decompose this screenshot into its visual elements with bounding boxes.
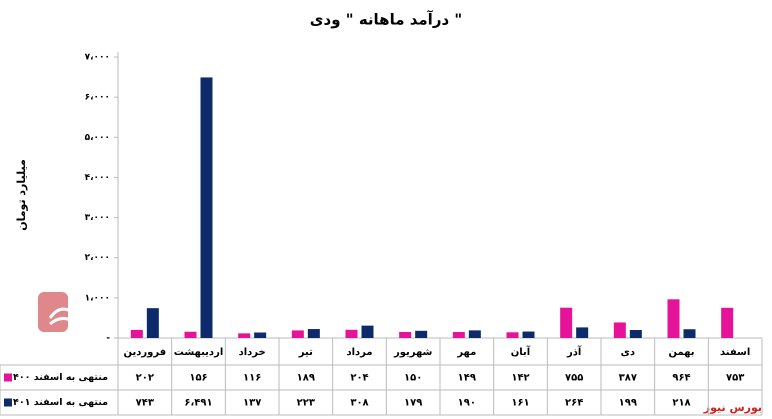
x-tick-label: تیر [298,347,313,358]
x-tick-label: دی [621,347,635,358]
bar [130,329,143,338]
x-tick-label: فروردین [124,347,167,358]
bar [629,330,642,338]
legend-swatch [4,398,12,407]
bar [415,330,428,338]
source-label: بورس نیوز [703,401,762,414]
value-label: ۲۰۲ [136,373,154,384]
value-label: ۷۵۵ [565,373,583,384]
value-label: ۶،۴۹۱ [184,398,212,409]
bar [307,329,320,338]
y-tick-label: ۱،۰۰۰ [85,293,110,303]
y-tick-label: ۷،۰۰۰ [85,53,110,63]
x-tick-label: اسفند [720,347,750,358]
x-tick-label: آذر [566,345,582,358]
bar [200,77,213,339]
legend-label: منتهی به اسفند ۱۴۰۱ [7,397,108,408]
bar [399,331,412,338]
value-label: ۱۷۹ [404,398,422,409]
bar [506,332,519,338]
x-tick-label: اردیبهشت [174,347,224,358]
bar [468,330,481,338]
legend-label: منتهی به اسفند ۱۴۰۰ [7,372,108,383]
value-label: ۷۴۳ [136,398,154,409]
bar [184,331,197,338]
logo [38,292,75,332]
bar [254,332,267,338]
value-label: ۱۶۱ [511,398,529,409]
y-tick-label: ۶،۰۰۰ [85,93,110,103]
y-tick-label: ۵،۰۰۰ [85,133,110,143]
y-axis-label: میلیارد تومان [15,159,28,231]
bar [146,308,159,338]
value-label: ۹۶۴ [672,373,690,384]
bar [238,333,251,338]
value-label: ۲۰۴ [350,373,368,384]
bar [452,332,465,338]
value-label: ۳۰۸ [350,398,368,409]
value-label: ۲۱۸ [672,398,690,409]
x-tick-label: مهر [456,347,476,358]
value-label: ۱۴۹ [458,373,476,384]
value-label: ۱۳۷ [243,398,261,409]
value-label: ۱۱۶ [243,373,261,384]
value-label: ۱۹۰ [458,398,476,409]
bar [683,329,696,338]
bar [613,322,626,338]
value-label: ۷۵۳ [726,373,744,384]
bar [291,330,304,338]
x-tick-label: شهریور [393,347,433,358]
value-label: ۱۹۹ [619,398,637,409]
y-tick-label: - [106,334,110,344]
value-label: ۱۵۰ [404,373,422,384]
bar [560,307,573,338]
bar [667,299,680,338]
value-label: ۱۸۹ [297,373,315,384]
bar [576,327,589,338]
value-label: ۲۲۳ [297,398,315,409]
bar [345,329,358,338]
value-label: ۳۸۷ [619,373,637,384]
value-label: ۱۵۶ [189,373,207,384]
bar [721,307,734,338]
bar [361,325,374,338]
value-label: ۲۶۴ [565,398,583,409]
y-tick-label: ۴،۰۰۰ [85,173,110,183]
value-label: ۱۴۲ [511,373,529,384]
chart-title: درآمد ماهانه " ودی " [310,11,462,29]
x-tick-label: بهمن [668,347,694,358]
y-tick-label: ۲،۰۰۰ [85,253,110,263]
bar [522,331,535,338]
x-tick-label: خرداد [239,347,266,358]
x-tick-label: مرداد [346,347,372,358]
x-tick-label: آبان [511,345,531,358]
legend-swatch [4,373,12,382]
y-tick-label: ۳،۰۰۰ [85,213,110,223]
